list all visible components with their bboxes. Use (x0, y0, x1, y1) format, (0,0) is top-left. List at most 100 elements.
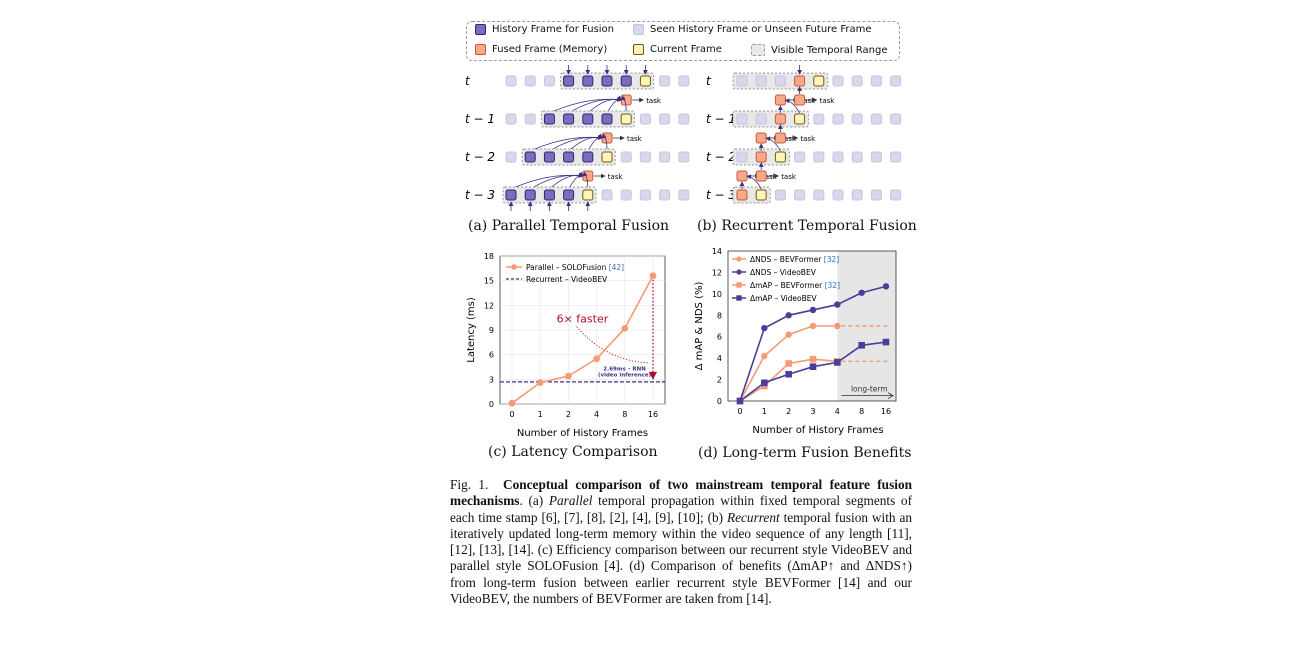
parallel-point (593, 355, 600, 363)
seen-frame (736, 113, 748, 125)
series-point-1 (761, 324, 768, 332)
fused-frame (601, 132, 613, 144)
seen-frame (870, 189, 882, 201)
caption-fig-label: Fig. 1. (450, 477, 489, 492)
rnn-annotation-2: (video inference) (598, 372, 652, 378)
history-frame (563, 113, 575, 125)
current-arrow (746, 174, 762, 190)
time-label-a: t − 3 (465, 188, 495, 202)
y-tick-label: 0 (489, 400, 494, 409)
fused-frame (794, 94, 806, 106)
panel-d-caption: (d) Long-term Fusion Benefits (698, 445, 912, 461)
legend-marker-3 (736, 295, 742, 301)
current-frame (601, 151, 613, 163)
y-axis-label: Δ mAP & NDS (%) (694, 282, 705, 371)
speedup-curve (576, 326, 650, 364)
memory-frame (794, 75, 806, 87)
seen-frame (774, 75, 786, 87)
fused-frame (736, 170, 748, 182)
seen-frame (659, 75, 671, 87)
legend-history: History Frame for Fusion (475, 24, 614, 35)
visible-range-box (732, 110, 810, 128)
seen-frame (736, 75, 748, 87)
parallel-point (536, 379, 544, 387)
panel-c-caption: (c) Latency Comparison (488, 444, 658, 460)
seen-frame (678, 75, 690, 87)
panel-b-caption: (b) Recurrent Temporal Fusion (697, 218, 917, 234)
seen-frame (870, 75, 882, 87)
seen-frame (851, 75, 863, 87)
caption-parallel: Parallel (548, 493, 593, 509)
seen-frame (659, 189, 671, 201)
series-point-2 (785, 360, 792, 367)
fusion-arc (568, 171, 584, 190)
seen-frame (639, 189, 651, 201)
legend-marker-0 (736, 256, 742, 262)
x-tick-label: 1 (538, 410, 543, 419)
seen-frame (851, 113, 863, 125)
series-point-0 (834, 322, 841, 330)
legend-recurrent-label: Recurrent – VideoBEV (526, 275, 608, 284)
legend-label-1: ΔNDS – VideoBEV (750, 268, 817, 277)
x-tick-label: 4 (835, 407, 840, 416)
x-tick-label: 3 (810, 407, 815, 416)
seen-frame (832, 189, 844, 201)
fused-frame (755, 132, 767, 144)
time-label-a: t − 2 (465, 150, 495, 164)
history-frame-swatch (475, 24, 486, 35)
task-label: task (608, 173, 624, 181)
current-frame-swatch (633, 44, 644, 55)
seen-frame (851, 189, 863, 201)
legend-parallel-label: Parallel – SOLOFusion [42] (526, 263, 624, 272)
fused-frame (620, 94, 632, 106)
legend-marker-1 (736, 269, 742, 275)
history-frame (601, 75, 613, 87)
fusion-arc (601, 133, 608, 152)
seen-frame (832, 151, 844, 163)
series-point-0 (761, 352, 768, 360)
legend-seen: Seen History Frame or Unseen Future Fram… (633, 24, 872, 35)
legend-seen-label: Seen History Frame or Unseen Future Fram… (650, 24, 872, 35)
current-arrow (784, 98, 800, 114)
seen-frame (678, 113, 690, 125)
x-tick-label: 2 (566, 410, 571, 419)
history-frame (582, 151, 594, 163)
series-point-3 (809, 363, 817, 371)
seen-frame (543, 75, 555, 87)
x-axis-label: Number of History Frames (517, 428, 648, 439)
series-point-0 (809, 322, 817, 330)
y-tick-label: 10 (712, 290, 722, 299)
legend-current-label: Current Frame (650, 44, 722, 55)
fused-frame (755, 170, 767, 182)
speedup-arrow-head (649, 371, 657, 380)
speedup-annotation: 6× faster (557, 313, 609, 326)
y-tick-label: 2 (717, 376, 722, 385)
seen-frame (524, 113, 536, 125)
caption-part-3: temporal fusion with an iteratively upda… (450, 509, 912, 607)
x-tick-label: 4 (594, 410, 599, 419)
history-frame (563, 75, 575, 87)
task-label: task (820, 97, 836, 105)
x-tick-label: 8 (622, 410, 627, 419)
caption-part-1: . (a) (519, 493, 549, 509)
seen-frame (620, 189, 632, 201)
history-frame (524, 189, 536, 201)
seen-frame (755, 75, 767, 87)
current-frame (774, 151, 786, 163)
seen-frame (813, 189, 825, 201)
time-label-b: t − 2 (706, 150, 736, 164)
seen-frame (794, 189, 806, 201)
time-label-a: t − 1 (465, 112, 495, 126)
legend-fused: Fused Frame (Memory) (475, 44, 607, 55)
caption-title: Conceptual comparison of two mainstream … (450, 477, 912, 509)
task-label: task (800, 97, 816, 105)
long-term-label: long-term (851, 384, 888, 393)
legend-fused-label: Fused Frame (Memory) (492, 44, 608, 55)
history-frame (563, 151, 575, 163)
seen-frame (890, 113, 902, 125)
current-frame (794, 113, 806, 125)
seen-frame (890, 189, 902, 201)
x-tick-label: 8 (859, 407, 864, 416)
